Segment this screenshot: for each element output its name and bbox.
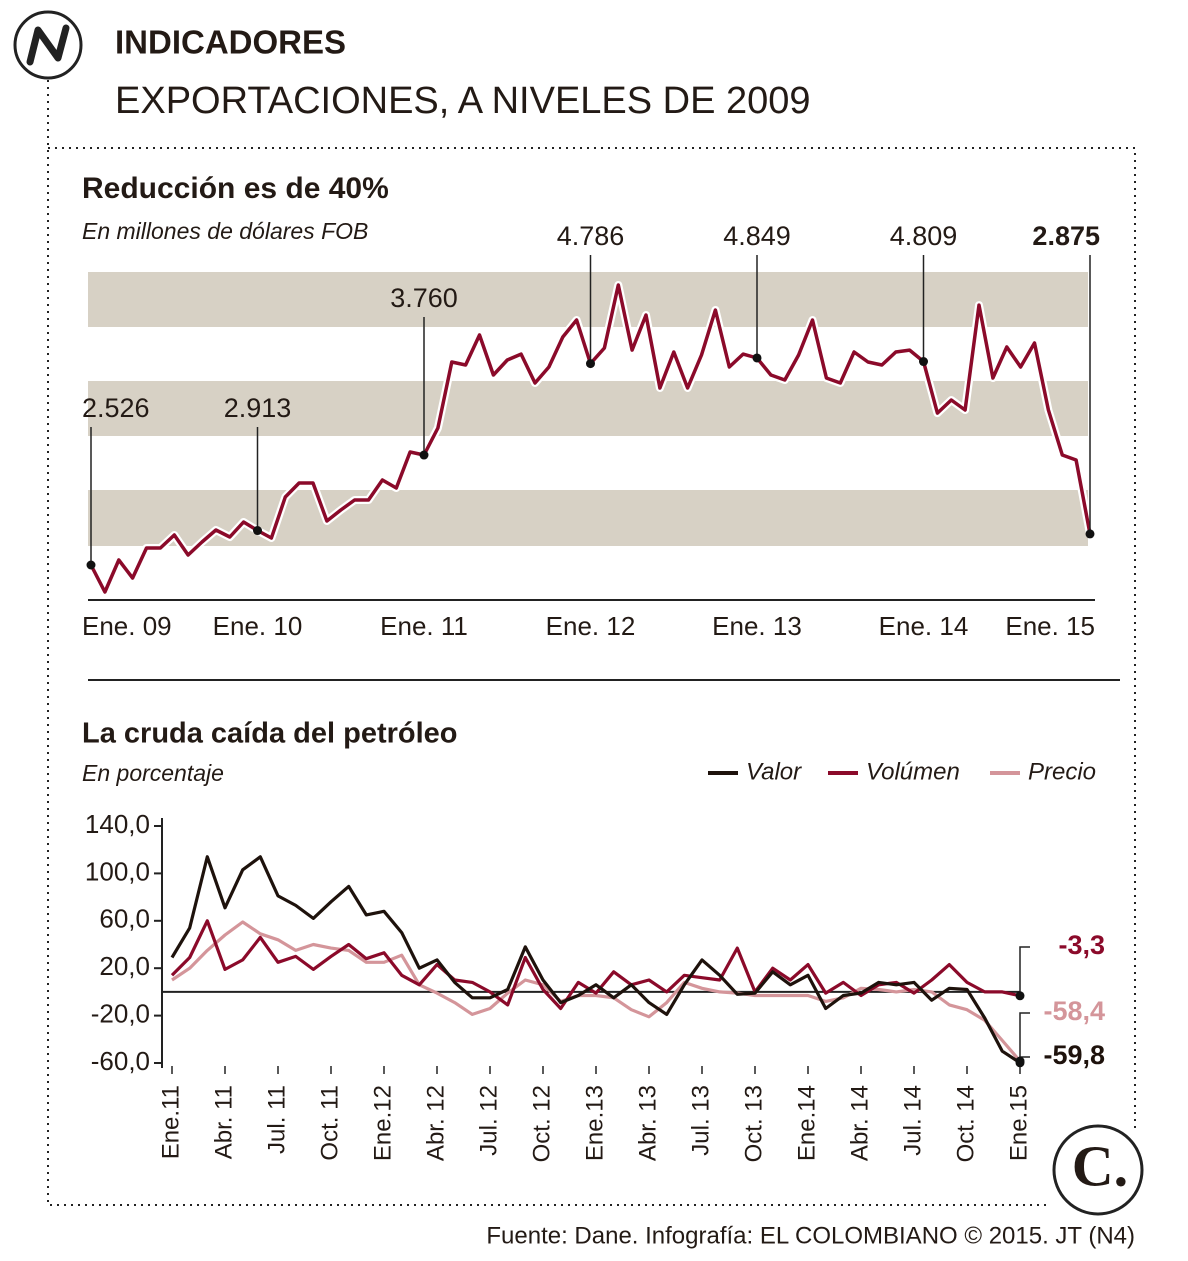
x-tick-label: Jul. 13 (687, 1085, 714, 1156)
point (919, 357, 928, 367)
x-tick-label: Ene. 13 (712, 611, 802, 641)
value-label: -3,3 (1058, 930, 1105, 960)
end-point (1015, 1056, 1025, 1066)
series-line (170, 855, 1021, 1065)
band (88, 490, 1088, 546)
x-tick-label: Ene.14 (793, 1085, 820, 1161)
frame (47, 80, 1136, 1206)
value-label: 2.526 (82, 393, 150, 423)
value-label: 4.786 (557, 221, 625, 251)
series-line (170, 919, 1021, 1011)
chart-title: La cruda caída del petróleo (82, 718, 458, 750)
oil-chart: 140,0 100,0 60,0 20,0 -20,0 -60,0 Ene.11 Abr. 1… (85, 758, 1105, 1162)
source: Fuente: Dane. Infografía: EL COLOMBIANO … (486, 1222, 1135, 1249)
end-point (1015, 991, 1025, 1001)
x-tick-label: Ene. 10 (213, 611, 303, 641)
y-tick-label: 140,0 (85, 809, 150, 839)
value-label: 4.809 (890, 221, 958, 251)
y-tick-label: -60,0 (91, 1046, 150, 1076)
value-label: 2.875 (1032, 221, 1100, 251)
point (419, 450, 429, 460)
legend-label: Volúmen (866, 758, 960, 785)
logo-mark (26, 24, 70, 66)
value-label: -58,4 (1043, 996, 1105, 1026)
x-tick-label: Ene.13 (581, 1085, 608, 1161)
x-tick-label: Oct. 12 (528, 1085, 555, 1162)
legend-label: Precio (1028, 758, 1096, 785)
x-tick-label: Ene.15 (1005, 1085, 1032, 1161)
y-tick-label: 20,0 (99, 951, 150, 981)
x-tick-label: Ene. 12 (546, 611, 636, 641)
value-label: -59,8 (1043, 1040, 1105, 1070)
x-tick-label: Oct. 11 (316, 1085, 343, 1161)
point (86, 560, 96, 570)
leader-line (1019, 946, 1030, 996)
export-chart: Ene. 09 Ene. 10 Ene. 11 Ene. 12 Ene. 13 Ene. … (82, 221, 1100, 641)
point (752, 353, 762, 363)
x-tick-label: Ene.12 (369, 1085, 396, 1161)
legend-label: Valor (746, 758, 802, 785)
value-label: 2.913 (224, 393, 292, 423)
series-line (171, 920, 1022, 1063)
x-tick-label: Ene. 14 (879, 611, 969, 641)
x-tick-label: Abr. 12 (422, 1085, 449, 1161)
x-tick-label: Abr. 11 (210, 1085, 237, 1159)
value-label: 4.849 (723, 221, 791, 251)
point (1085, 529, 1095, 539)
value-label: 3.760 (390, 283, 458, 313)
x-tick-label: Oct. 13 (740, 1085, 767, 1162)
x-tick-label: Jul. 12 (475, 1085, 502, 1156)
y-tick-label: 60,0 (99, 904, 150, 934)
x-tick-label: Jul. 14 (899, 1085, 926, 1156)
page-title: EXPORTACIONES, A NIVELES DE 2009 (115, 80, 811, 122)
x-tick-label: Jul. 11 (263, 1085, 290, 1154)
point (586, 359, 595, 369)
band (88, 381, 1088, 436)
chart-subtitle: En millones de dólares FOB (82, 218, 368, 244)
section-title: INDICADORES (115, 24, 346, 61)
x-tick-label: Ene. 15 (1005, 611, 1095, 641)
x-tick-label: Abr. 14 (846, 1085, 873, 1161)
x-tick-label: Abr. 13 (634, 1085, 661, 1161)
x-tick-label: Oct. 14 (952, 1085, 979, 1162)
x-tick-label: Ene. 11 (380, 611, 468, 641)
chart-subtitle: En porcentaje (82, 760, 224, 786)
y-tick-label: -20,0 (91, 998, 150, 1028)
brand-circle (1052, 1124, 1144, 1216)
band (88, 272, 1088, 327)
y-tick-label: 100,0 (85, 856, 150, 886)
leader-line (1019, 1012, 1030, 1062)
chart-title: Reducción es de 40% (82, 172, 389, 205)
brand-logo: C. (1072, 1133, 1128, 1198)
x-tick-label: Ene. 09 (82, 611, 172, 641)
point (253, 526, 262, 536)
x-tick-label: Ene.11 (157, 1085, 184, 1159)
